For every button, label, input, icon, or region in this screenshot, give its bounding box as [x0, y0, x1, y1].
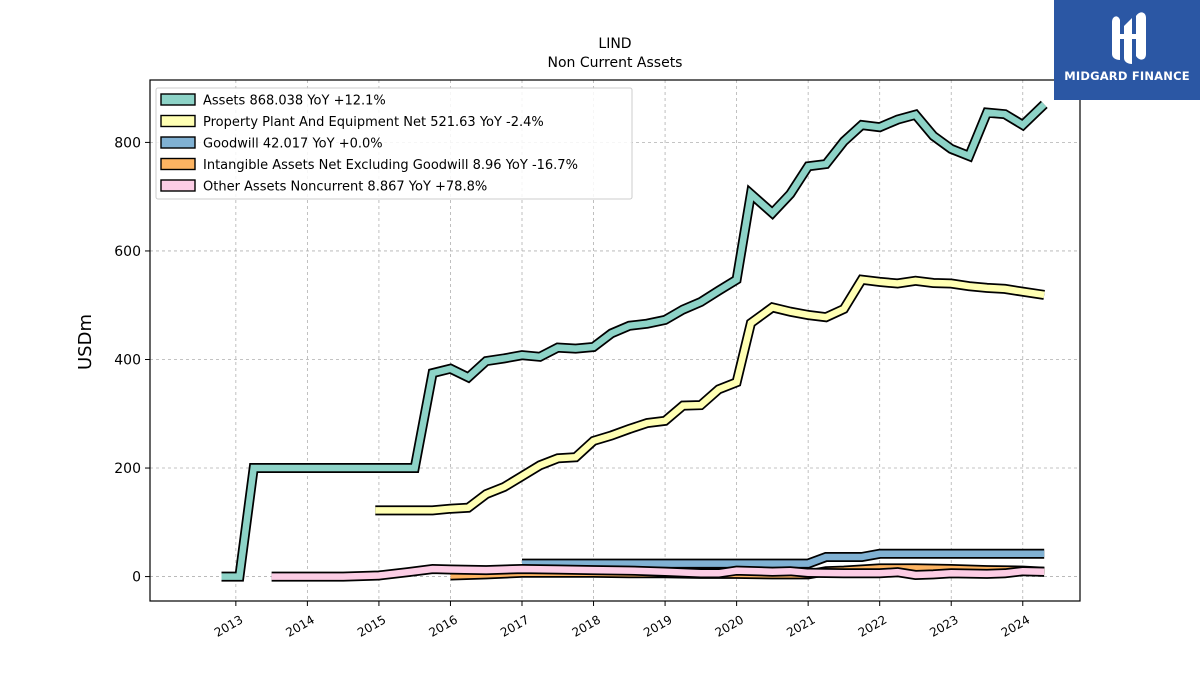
legend-swatch	[160, 93, 196, 106]
x-tick-label: 2017	[498, 612, 531, 639]
x-tick-label: 2019	[641, 612, 674, 639]
y-tick-label: 0	[132, 570, 141, 586]
brand-logo: MIDGARD FINANCE	[1054, 0, 1200, 100]
y-tick-label: 400	[114, 352, 141, 368]
chart-subtitle: Non Current Assets	[548, 55, 683, 71]
legend-swatch	[160, 157, 196, 171]
series-line	[522, 550, 1045, 567]
x-tick-label: 2015	[355, 612, 388, 639]
legend-label: Goodwill 42.017 YoY +0.0%	[203, 137, 383, 152]
legend-swatch	[160, 179, 196, 192]
y-tick-label: 600	[114, 244, 141, 260]
series-line	[375, 276, 1045, 514]
grid	[150, 80, 1080, 601]
x-tick-label: 2018	[570, 612, 603, 639]
legend: Assets 868.038 YoY +12.1% Property Plant …	[155, 87, 633, 200]
series-line	[271, 565, 1045, 580]
midgard-logo-icon	[1112, 12, 1146, 64]
x-tick-label: 2024	[999, 612, 1032, 639]
legend-frame	[155, 87, 633, 200]
x-tick-label: 2023	[927, 612, 960, 639]
x-tick-label: 2021	[784, 612, 817, 639]
y-axis-label: USDm	[75, 314, 96, 370]
legend-label: Property Plant And Equipment Net 521.63 …	[203, 115, 544, 130]
y-tick-label: 800	[114, 135, 141, 151]
x-tick-label: 2020	[713, 612, 746, 639]
series-lines	[221, 100, 1048, 582]
x-tick-label: 2014	[283, 612, 316, 639]
legend-label: Other Assets Noncurrent 8.867 YoY +78.8%	[203, 180, 487, 195]
x-tick-label: 2022	[856, 612, 889, 639]
legend-label: Assets 868.038 YoY +12.1%	[203, 94, 386, 109]
legend-label: Intangible Assets Net Excluding Goodwill…	[203, 158, 578, 173]
brand-name: MIDGARD FINANCE	[1064, 69, 1190, 83]
x-tick-label: 2013	[212, 612, 245, 639]
legend-swatch	[160, 136, 196, 149]
chart-title: LIND	[598, 36, 631, 52]
plot-frame	[149, 79, 1081, 602]
x-tick-label: 2016	[427, 612, 460, 639]
y-tick-label: 200	[114, 461, 141, 477]
legend-swatch	[160, 114, 196, 128]
series-line	[221, 102, 1047, 580]
